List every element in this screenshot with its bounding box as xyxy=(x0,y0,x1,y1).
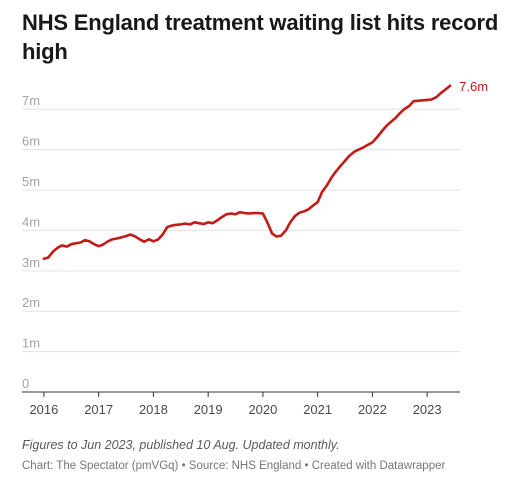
y-tick-label: 7m xyxy=(22,93,40,108)
x-tick-label: 2021 xyxy=(303,402,332,417)
end-value-label: 7.6m xyxy=(459,79,488,94)
x-tick-label: 2017 xyxy=(84,402,113,417)
chart-title: NHS England treatment waiting list hits … xyxy=(22,10,499,64)
y-tick-label: 2m xyxy=(22,295,40,310)
gridlines xyxy=(22,108,460,393)
x-tick-label: 2019 xyxy=(194,402,223,417)
series-line xyxy=(42,84,452,260)
y-tick-label: 5m xyxy=(22,174,40,189)
footnote: Figures to Jun 2023, published 10 Aug. U… xyxy=(22,438,340,452)
x-tick-label: 2016 xyxy=(29,402,58,417)
x-tick-label: 2020 xyxy=(248,402,277,417)
x-axis-ticks: 2016 2017 2018 2019 2020 2021 2022 2023 xyxy=(29,392,442,417)
y-tick-label: 3m xyxy=(22,255,40,270)
y-tick-label: 4m xyxy=(22,214,40,229)
y-tick-label: 6m xyxy=(22,134,40,149)
y-axis-ticks: 0 1m 2m 3m 4m 5m 6m 7m xyxy=(22,93,40,391)
y-tick-label: 1m xyxy=(22,336,40,351)
credits: Chart: The Spectator (pmVGq) • Source: N… xyxy=(22,460,446,472)
y-tick-label: 0 xyxy=(22,376,29,391)
x-tick-label: 2023 xyxy=(413,402,442,417)
x-tick-label: 2018 xyxy=(139,402,168,417)
series xyxy=(42,84,452,260)
x-tick-label: 2022 xyxy=(358,402,387,417)
